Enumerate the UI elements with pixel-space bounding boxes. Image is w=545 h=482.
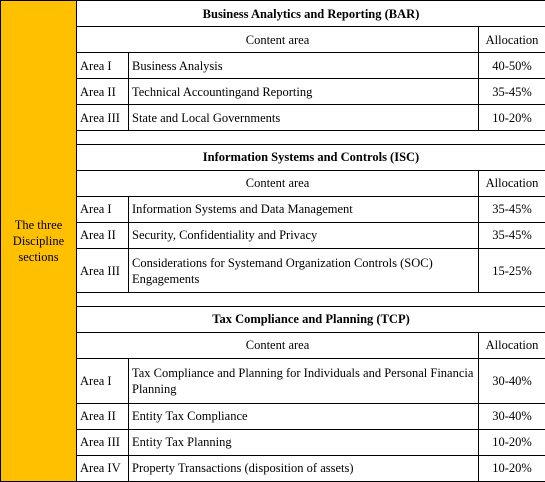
title-row: Information Systems and Controls (ISC) [1,143,545,171]
area-cell: Area II [76,78,129,106]
gap-row [1,292,545,307]
section-title: Business Analytics and Reporting (BAR) [75,0,545,28]
section-title: Information Systems and Controls (ISC) [75,143,545,171]
content-cell: State and Local Governments [128,104,479,132]
allocation-cell: 10-20% [477,104,545,132]
header-cell: Allocation [477,169,545,197]
content-cell: Business Analysis [128,52,479,80]
allocation-cell: 35-45% [477,221,545,249]
area-cell: Area II [76,221,129,249]
gap-row [1,130,545,145]
header-cell: Allocation [477,331,545,360]
content-cell: Considerations for Systemand Organizatio… [128,247,479,294]
header-cell: Content area [76,169,479,197]
area-cell: Area III [76,428,129,456]
area-row: Area I Tax Compliance and Planning for In… [1,358,545,404]
area-row: Area II Technical Accountingand Reporting… [1,78,545,106]
allocation-cell: 35-45% [477,195,545,223]
area-cell: Area II [76,402,129,430]
area-cell: Area I [76,52,129,80]
header-row: Content area Allocation [1,331,545,360]
content-cell: Entity Tax Planning [128,428,479,456]
header-cell: Content area [76,331,479,360]
area-cell: Area III [76,104,129,132]
area-row: Area IV Property Transactions (dispositio… [1,454,545,482]
content-cell: Property Transactions (disposition of as… [128,454,479,482]
header-row: Content area Allocation [1,26,545,54]
content-cell: Technical Accountingand Reporting [128,78,479,106]
area-row: Area I Information Systems and Data Manag… [1,195,545,223]
gap-cell [75,292,545,307]
area-cell: Area I [76,195,129,223]
area-cell: Area I [76,358,129,404]
header-row: Content area Allocation [1,169,545,197]
allocation-cell: 10-20% [477,428,545,456]
gap-cell [75,130,545,145]
area-cell: Area IV [76,454,129,482]
content-cell: Tax Compliance and Planning for Individu… [128,358,479,404]
area-cell: Area III [76,247,129,294]
allocation-cell: 40-50% [477,52,545,80]
section-title: Tax Compliance and Planning (TCP) [75,305,545,333]
allocation-cell: 10-20% [477,454,545,482]
area-row: Area III Considerations for Systemand Org… [1,247,545,294]
header-cell: Allocation [477,26,545,54]
title-row: Tax Compliance and Planning (TCP) [1,305,545,333]
header-cell: Content area [76,26,479,54]
allocation-cell: 30-40% [477,358,545,404]
area-row: Area II Security, Confidentiality and Pri… [1,221,545,249]
area-row: Area I Business Analysis 40-50% [1,52,545,80]
allocation-cell: 35-45% [477,78,545,106]
left-label: The three Discipline sections [0,0,77,482]
content-cell: Information Systems and Data Management [128,195,479,223]
area-row: Area III Entity Tax Planning 10-20% [1,428,545,456]
area-row: Area II Entity Tax Compliance 30-40% [1,402,545,430]
allocation-cell: 30-40% [477,402,545,430]
allocation-cell: 15-25% [477,247,545,294]
content-cell: Entity Tax Compliance [128,402,479,430]
area-row: Area III State and Local Governments 10-20… [1,104,545,132]
content-cell: Security, Confidentiality and Privacy [128,221,479,249]
